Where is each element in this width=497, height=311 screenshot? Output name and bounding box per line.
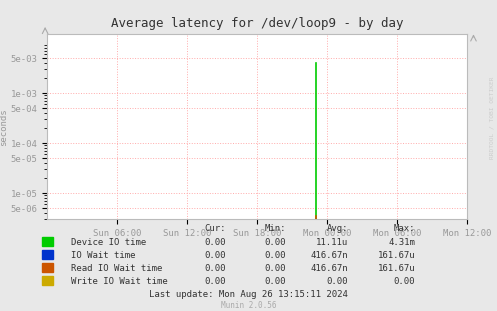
Text: Avg:: Avg: xyxy=(327,224,348,233)
Text: 416.67n: 416.67n xyxy=(310,264,348,273)
Text: Last update: Mon Aug 26 13:15:11 2024: Last update: Mon Aug 26 13:15:11 2024 xyxy=(149,290,348,299)
Text: 0.00: 0.00 xyxy=(264,251,286,260)
Text: Min:: Min: xyxy=(264,224,286,233)
Text: 161.67u: 161.67u xyxy=(377,264,415,273)
Text: RRDTOOL / TOBI OETIKER: RRDTOOL / TOBI OETIKER xyxy=(490,77,495,160)
Title: Average latency for /dev/loop9 - by day: Average latency for /dev/loop9 - by day xyxy=(111,17,404,30)
Text: Munin 2.0.56: Munin 2.0.56 xyxy=(221,301,276,310)
Text: 0.00: 0.00 xyxy=(394,277,415,286)
Text: Device IO time: Device IO time xyxy=(71,238,146,247)
Text: 0.00: 0.00 xyxy=(205,251,226,260)
Text: 0.00: 0.00 xyxy=(205,277,226,286)
Text: 0.00: 0.00 xyxy=(264,264,286,273)
Text: Write IO Wait time: Write IO Wait time xyxy=(71,277,167,286)
Text: IO Wait time: IO Wait time xyxy=(71,251,135,260)
Text: Max:: Max: xyxy=(394,224,415,233)
Text: 0.00: 0.00 xyxy=(327,277,348,286)
Text: 161.67u: 161.67u xyxy=(377,251,415,260)
Text: 0.00: 0.00 xyxy=(264,277,286,286)
Text: 11.11u: 11.11u xyxy=(316,238,348,247)
Text: 4.31m: 4.31m xyxy=(388,238,415,247)
Text: 0.00: 0.00 xyxy=(264,238,286,247)
Text: 0.00: 0.00 xyxy=(205,238,226,247)
Text: Read IO Wait time: Read IO Wait time xyxy=(71,264,162,273)
Y-axis label: seconds: seconds xyxy=(0,108,8,146)
Text: 416.67n: 416.67n xyxy=(310,251,348,260)
Text: Cur:: Cur: xyxy=(205,224,226,233)
Text: 0.00: 0.00 xyxy=(205,264,226,273)
